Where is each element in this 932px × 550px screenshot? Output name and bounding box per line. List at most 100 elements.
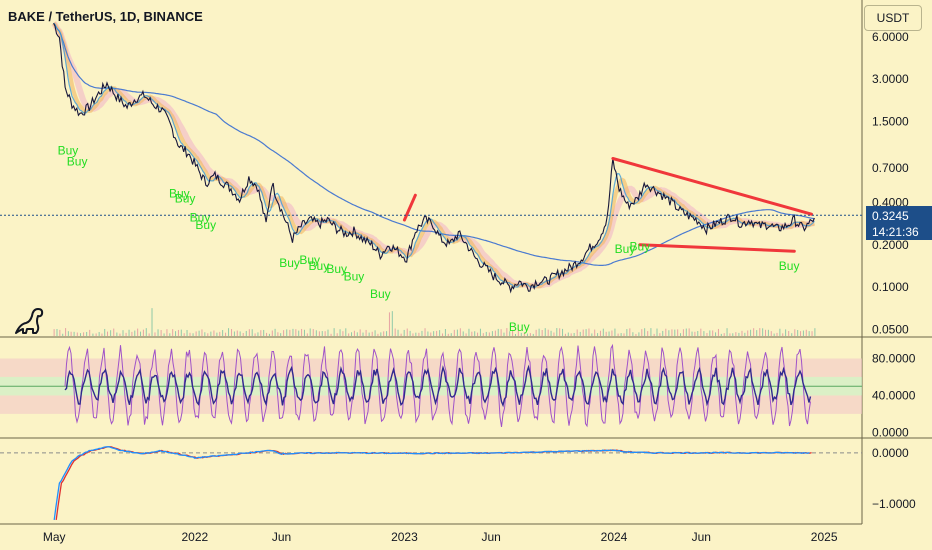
volume-bar xyxy=(409,330,411,336)
volume-bar xyxy=(744,332,746,336)
volume-bar xyxy=(80,333,82,336)
volume-bar xyxy=(301,328,303,336)
volume-bar xyxy=(785,329,787,336)
volume-bar xyxy=(468,328,470,336)
volume-bar xyxy=(500,329,502,336)
volume-bar xyxy=(685,328,687,336)
buy-signal-label: Buy xyxy=(309,259,330,273)
volume-bar xyxy=(535,329,537,336)
volume-bar xyxy=(295,329,297,336)
volume-bar xyxy=(277,332,279,336)
volume-bar xyxy=(177,329,179,336)
volume-bar xyxy=(591,333,593,336)
volume-bar xyxy=(767,329,769,336)
price-series xyxy=(53,22,815,294)
volume-bar xyxy=(233,331,235,336)
volume-bar xyxy=(263,329,265,336)
volume-bar xyxy=(421,330,423,336)
volume-bar xyxy=(802,330,804,336)
volume-bar xyxy=(242,332,244,336)
volume-bar xyxy=(228,328,230,336)
volume-bar xyxy=(562,328,564,336)
price-tick-label: 0.2000 xyxy=(872,238,909,252)
volume-bar xyxy=(70,331,72,336)
volume-bar xyxy=(626,329,628,336)
oscillator-main-line xyxy=(64,364,812,408)
volume-bar xyxy=(706,332,708,336)
volume-bar xyxy=(491,331,493,336)
oscillator-tick-label: 40.0000 xyxy=(872,388,916,402)
volume-bar xyxy=(556,328,558,336)
volume-bar xyxy=(131,331,133,336)
volume-bar xyxy=(128,329,130,336)
buy-signal-label: Buy xyxy=(190,210,211,224)
moving-averages xyxy=(51,21,816,290)
buy-signal-label: Buy xyxy=(630,240,651,254)
volume-bar xyxy=(788,331,790,336)
volume-bar xyxy=(791,333,793,336)
volume-bar xyxy=(65,328,67,336)
volume-bar xyxy=(151,308,153,336)
volume-bar xyxy=(245,330,247,336)
volume-bar xyxy=(216,332,218,336)
volume-bar xyxy=(430,332,432,336)
volume-bar xyxy=(682,329,684,336)
time-axis[interactable]: May 2022 Jun 2023 Jun 2024 Jun 2025 xyxy=(43,530,838,544)
volume-bar xyxy=(753,328,755,336)
volume-bar xyxy=(471,331,473,336)
volume-bar xyxy=(180,329,182,336)
volume-bar xyxy=(614,328,616,336)
time-tick-label: 2024 xyxy=(601,530,628,544)
volume-bar xyxy=(394,328,396,336)
volume-bar xyxy=(172,329,174,336)
symbol-title[interactable]: BAKE / TetherUS, 1D, BINANCE xyxy=(8,9,203,24)
volume-bar xyxy=(620,333,622,336)
currency-button[interactable]: USDT xyxy=(864,5,922,31)
bar-countdown: 14:21:36 xyxy=(872,225,919,239)
volume-bar xyxy=(629,328,631,336)
volume-bar xyxy=(89,329,91,336)
volume-bar xyxy=(488,332,490,336)
volume-bar xyxy=(192,333,194,336)
volume-bar xyxy=(353,330,355,336)
volume-bar xyxy=(98,332,100,336)
volume-bar xyxy=(137,328,139,336)
volume-bar xyxy=(280,333,282,336)
volume-bar xyxy=(397,329,399,336)
volume-bar xyxy=(564,333,566,336)
price-axis[interactable]: 6.0000 3.0000 1.5000 0.7000 0.4000 0.2000 0.10… xyxy=(872,30,909,337)
volume-bar xyxy=(292,328,294,336)
price-tick-label: 0.1000 xyxy=(872,280,909,294)
volume-bar xyxy=(665,328,667,336)
volume-bar xyxy=(656,328,658,336)
volume-bar xyxy=(260,330,262,336)
tradingview-dinosaur-logo[interactable] xyxy=(14,306,46,336)
volume-bar xyxy=(608,331,610,336)
volume-bar xyxy=(348,333,350,336)
volume-bar xyxy=(56,328,58,336)
volume-bar xyxy=(697,330,699,336)
volume-bar xyxy=(503,332,505,336)
volume-bar xyxy=(444,329,446,336)
oscillator-tick-label: 0.0000 xyxy=(872,425,909,439)
volume-bar xyxy=(547,329,549,336)
volume-bar xyxy=(756,330,758,336)
volume-bar xyxy=(523,332,525,336)
volume-bar xyxy=(231,329,233,336)
volume-bar xyxy=(641,329,643,336)
volume-bar xyxy=(517,329,519,336)
volume-bar xyxy=(122,330,124,336)
volume-bar xyxy=(433,331,435,336)
time-tick-label: 2025 xyxy=(811,530,838,544)
volume-bar xyxy=(573,332,575,336)
volume-bar xyxy=(635,333,637,336)
volume-bar xyxy=(450,333,452,336)
volume-bar xyxy=(439,330,441,336)
volume-bar xyxy=(67,331,69,336)
price-tick-label: 0.0500 xyxy=(872,323,909,337)
volume-bar xyxy=(371,331,373,336)
volume-bar xyxy=(782,333,784,336)
time-tick-label: Jun xyxy=(692,530,711,544)
volume-bar xyxy=(553,332,555,336)
